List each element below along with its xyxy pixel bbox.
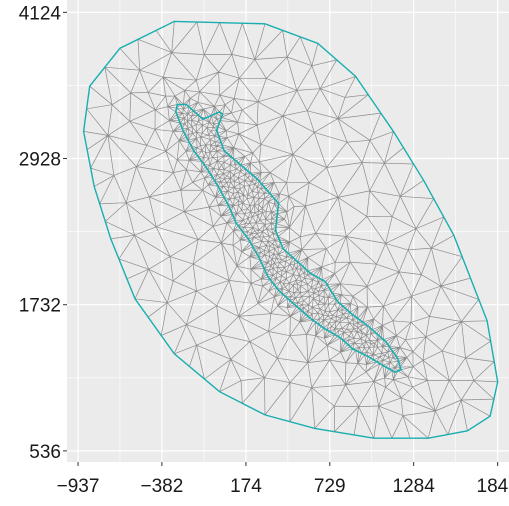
boundaries — [82, 20, 499, 439]
x-tick-label: 1840 — [477, 476, 509, 497]
y-tick-label: 1732 — [19, 296, 61, 317]
outer-boundary-line — [82, 20, 499, 439]
y-tick-label: 4124 — [19, 3, 62, 24]
x-tick-label: −382 — [140, 476, 183, 497]
axes: −937 −382 174 729 1284 1840 536 1732 2928 4124 — [19, 3, 509, 497]
inner-boundary-line — [174, 103, 402, 374]
x-tick-label: −937 — [57, 476, 100, 497]
y-tick-label: 2928 — [19, 150, 61, 171]
x-tick-label: 174 — [230, 476, 262, 497]
x-tick-label: 729 — [314, 476, 346, 497]
y-tick-label: 536 — [29, 442, 61, 463]
x-tick-label: 1284 — [393, 476, 436, 497]
